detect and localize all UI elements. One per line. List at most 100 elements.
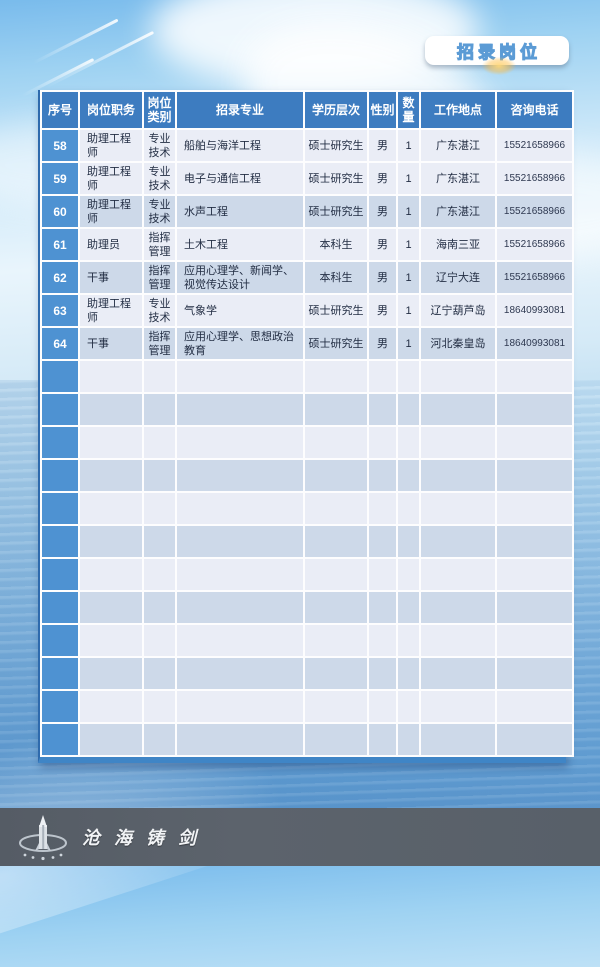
cell-empty (369, 691, 396, 722)
cell-phone: 15521658966 (497, 196, 572, 227)
cell-category: 专业技术 (144, 130, 175, 161)
footer-bar: 沧海铸剑 (0, 808, 600, 866)
table-row: 61 助理员 指挥管理 土木工程 本科生男 1 海南三亚 15521658966 (42, 229, 572, 260)
empty-table-row (42, 427, 572, 458)
cell-empty (398, 394, 419, 425)
cell-education: 硕士研究生 (305, 130, 367, 161)
cell-location: 广东湛江 (421, 163, 495, 194)
cell-seq (42, 526, 78, 557)
cell-empty (369, 361, 396, 392)
cell-empty (80, 592, 142, 623)
cell-major: 应用心理学、新闻学、视觉传达设计 (177, 262, 303, 293)
cell-empty (80, 559, 142, 590)
cell-location: 广东湛江 (421, 130, 495, 161)
cell-empty (177, 724, 303, 755)
cell-empty (497, 724, 572, 755)
cell-seq: 61 (42, 229, 78, 260)
cell-empty (80, 724, 142, 755)
cell-phone: 15521658966 (497, 229, 572, 260)
cell-location: 辽宁大连 (421, 262, 495, 293)
cell-empty (144, 724, 175, 755)
empty-table-row (42, 361, 572, 392)
cell-empty (305, 460, 367, 491)
cell-gender: 男 (369, 295, 396, 326)
cell-empty (144, 493, 175, 524)
cell-education: 硕士研究生 (305, 196, 367, 227)
cell-count: 1 (398, 163, 419, 194)
cell-empty (421, 394, 495, 425)
cell-empty (305, 691, 367, 722)
cell-empty (177, 427, 303, 458)
cell-gender: 男 (369, 130, 396, 161)
cell-empty (177, 658, 303, 689)
empty-table-row (42, 493, 572, 524)
rocket-logo-icon (19, 815, 67, 861)
cell-empty (305, 361, 367, 392)
empty-table-row (42, 460, 572, 491)
cell-phone: 18640993081 (497, 328, 572, 359)
cell-major: 船舶与海洋工程 (177, 130, 303, 161)
cell-empty (421, 559, 495, 590)
cell-empty (144, 691, 175, 722)
cell-gender: 男 (369, 196, 396, 227)
cell-location: 辽宁葫芦岛 (421, 295, 495, 326)
column-header-major: 招录专业 (177, 92, 303, 128)
cell-count: 1 (398, 295, 419, 326)
column-header-phone: 咨询电话 (497, 92, 572, 128)
cell-empty (398, 361, 419, 392)
sparkle-icon (482, 57, 516, 75)
cell-empty (177, 460, 303, 491)
cell-empty (144, 427, 175, 458)
cell-seq: 60 (42, 196, 78, 227)
cell-major: 气象学 (177, 295, 303, 326)
cell-empty (497, 493, 572, 524)
cell-empty (305, 394, 367, 425)
empty-table-row (42, 526, 572, 557)
cell-empty (144, 526, 175, 557)
cell-gender: 男 (369, 229, 396, 260)
cell-empty (369, 394, 396, 425)
recruitment-table: 序号 岗位职务 岗位类别 招录专业 学历层次 性别 数量 工作地点 咨询电话 58 助理工程师 专业… (40, 90, 574, 757)
cell-gender: 男 (369, 163, 396, 194)
cell-count: 1 (398, 229, 419, 260)
recruitment-table-container: 序号 岗位职务 岗位类别 招录专业 学历层次 性别 数量 工作地点 咨询电话 58 助理工程师 专业… (38, 90, 574, 763)
cell-empty (421, 625, 495, 656)
cell-empty (398, 427, 419, 458)
empty-table-row (42, 724, 572, 755)
table-row: 60 助理工程师 专业技术 水声工程 硕士研究生男 1 广东湛江 15521658966 (42, 196, 572, 227)
cell-empty (398, 559, 419, 590)
cell-empty (144, 625, 175, 656)
cell-empty (369, 625, 396, 656)
empty-table-row (42, 394, 572, 425)
cell-category: 指挥管理 (144, 229, 175, 260)
cell-empty (177, 526, 303, 557)
cell-empty (144, 592, 175, 623)
cell-empty (421, 361, 495, 392)
cell-category: 专业技术 (144, 295, 175, 326)
cell-empty (80, 493, 142, 524)
cell-seq (42, 559, 78, 590)
cell-empty (497, 691, 572, 722)
cell-empty (421, 427, 495, 458)
cell-count: 1 (398, 196, 419, 227)
cell-major: 应用心理学、思想政治教育 (177, 328, 303, 359)
cell-seq (42, 361, 78, 392)
cell-empty (421, 493, 495, 524)
cell-empty (421, 658, 495, 689)
cell-empty (497, 526, 572, 557)
cell-phone: 15521658966 (497, 130, 572, 161)
cell-count: 1 (398, 130, 419, 161)
cell-empty (369, 559, 396, 590)
cell-position: 助理工程师 (80, 130, 142, 161)
cell-empty (80, 427, 142, 458)
cell-empty (398, 493, 419, 524)
cell-empty (369, 427, 396, 458)
cell-empty (80, 361, 142, 392)
cell-position: 助理工程师 (80, 295, 142, 326)
cell-empty (80, 526, 142, 557)
column-header-gender: 性别 (369, 92, 396, 128)
cell-empty (398, 625, 419, 656)
page-title: 招录岗位 (457, 43, 541, 63)
cell-empty (305, 625, 367, 656)
cell-gender: 男 (369, 328, 396, 359)
